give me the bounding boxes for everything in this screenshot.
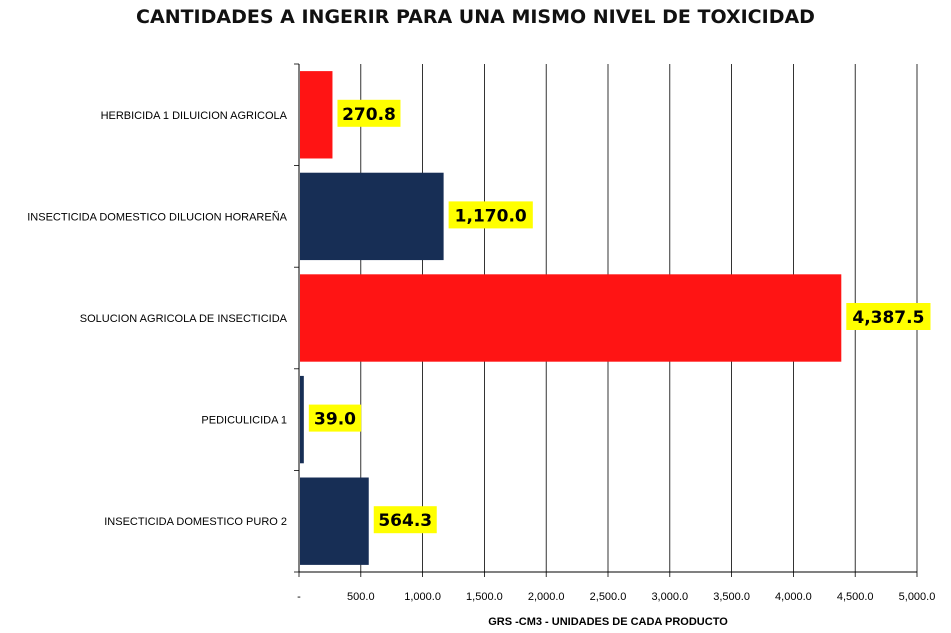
data-label-box (308, 404, 362, 432)
data-labels: 270.8 1,170.0 4,387.5 39.0 564.3 (308, 99, 931, 534)
chart-title: CANTIDADES A INGERIR PARA UNA MISMO NIVE… (136, 6, 815, 28)
data-label: 270.8 (342, 105, 396, 125)
x-tick-label: 2,000.0 (528, 591, 565, 603)
x-tick-label: 4,000.0 (775, 591, 812, 603)
bar (300, 172, 444, 261)
bar (300, 477, 369, 565)
x-tick-label: 2,500.0 (590, 591, 627, 603)
data-label-box (373, 506, 437, 534)
bar (300, 71, 333, 159)
bar (300, 375, 304, 464)
x-axis-title: GRS -CM3 - UNIDADES DE CADA PRODUCTO (488, 616, 728, 628)
data-label-box (337, 99, 401, 127)
data-label: 4,387.5 (852, 308, 924, 328)
data-label-box (846, 303, 931, 330)
x-tick-label: 5,000.0 (899, 591, 936, 603)
x-tick-label: 1,000.0 (404, 591, 441, 603)
x-tick-label: 500.0 (347, 591, 375, 603)
x-tick-label: 3,000.0 (651, 591, 688, 603)
x-tick-label: 3,500.0 (713, 591, 750, 603)
x-tick-label: 4,500.0 (837, 591, 874, 603)
data-label: 564.3 (378, 511, 432, 531)
category-label: PEDICULICIDA 1 (201, 415, 287, 427)
category-labels: HERBICIDA 1 DILUICION AGRICOLA INSECTICID… (27, 110, 287, 528)
bar (300, 274, 842, 362)
data-label-box (448, 201, 533, 229)
x-tick-label: - (297, 591, 301, 603)
category-label: INSECTICIDA DOMESTICO PURO 2 (104, 516, 287, 528)
category-label: INSECTICIDA DOMESTICO DILUCION HORAREÑA (27, 210, 287, 223)
x-tick-labels: - 500.0 1,000.0 1,500.0 2,000.0 2,500.0 3,000.… (297, 591, 935, 603)
data-label: 39.0 (314, 410, 356, 430)
data-label: 1,170.0 (455, 206, 527, 226)
x-tick-label: 1,500.0 (466, 591, 503, 603)
bars (300, 71, 842, 565)
axes (294, 63, 918, 577)
category-label: HERBICIDA 1 DILUICION AGRICOLA (101, 110, 288, 122)
category-label: SOLUCION AGRICOLA DE INSECTICIDA (80, 313, 288, 325)
